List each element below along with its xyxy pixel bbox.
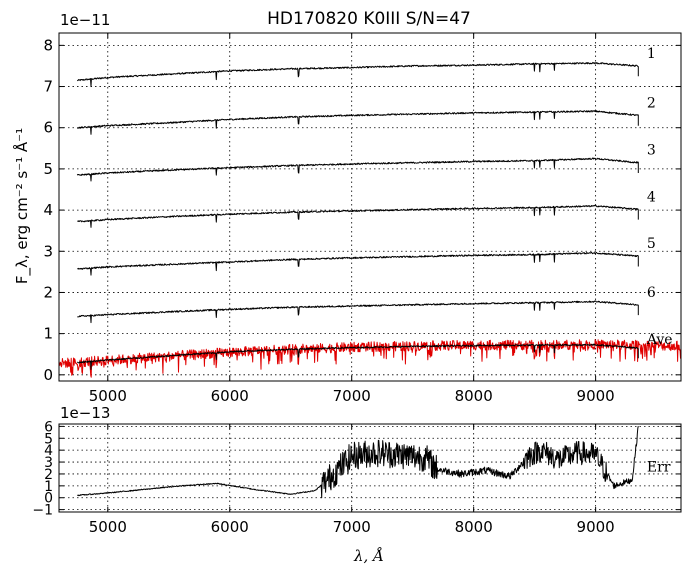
bottom-plot-frame (58, 423, 682, 513)
series-label-5: 5 (647, 236, 656, 252)
y-tick-label: 0 (43, 366, 53, 384)
top-series-labels: 1 2 3 4 5 6 Ave (646, 46, 673, 348)
top-grid (59, 33, 681, 381)
y-tick-label: 4 (43, 201, 53, 219)
series-line-err (77, 425, 639, 499)
x-tick-label: 5000 (89, 518, 127, 536)
y-tick-label: 8 (43, 36, 53, 54)
y-tick-label: 1 (43, 325, 53, 343)
x-tick-label: 9000 (577, 387, 615, 405)
series-line-5 (77, 251, 639, 276)
series-line-4 (77, 204, 639, 228)
x-tick-label: 5000 (89, 387, 127, 405)
top-series (58, 61, 682, 378)
y-tick-label: 5 (44, 431, 53, 447)
series-label-3: 3 (647, 143, 656, 159)
series-label-2: 2 (647, 95, 656, 111)
x-tick-label: 9000 (577, 518, 615, 536)
chart-title: HD170820 K0III S/N=47 (267, 9, 471, 29)
x-tick-label: 8000 (455, 518, 493, 536)
y-tick-label: 3 (44, 455, 53, 471)
series-label-6: 6 (647, 285, 656, 301)
x-tick-label: 7000 (333, 518, 371, 536)
y-tick-label: 2 (43, 283, 53, 301)
y-tick-label: −1 (32, 503, 53, 519)
y-tick-label: 4 (44, 443, 53, 459)
y-tick-label: 1 (44, 479, 53, 495)
y-tick-label: 0 (44, 491, 53, 507)
series-line-ave-black (76, 343, 639, 370)
series-line-2 (77, 110, 639, 135)
series-line-ave (58, 339, 682, 378)
series-label-4: 4 (647, 189, 656, 205)
bottom-x-axis-label: λ, Å (353, 547, 384, 565)
y-tick-label: 5 (43, 160, 53, 178)
y-tick-label: 6 (44, 419, 53, 435)
series-label-err: Err (647, 460, 671, 476)
series-label-1: 1 (647, 46, 656, 62)
x-tick-label: 7000 (333, 387, 371, 405)
top-ticks: 5000 6000 7000 8000 9000 0 1 2 3 4 5 6 7 8 (43, 33, 681, 405)
bottom-offset-label: 1e−13 (60, 404, 110, 422)
y-tick-label: 6 (43, 119, 53, 137)
x-tick-label: 6000 (211, 387, 249, 405)
y-tick-label: 3 (43, 242, 53, 260)
top-plot-frame (58, 32, 682, 382)
top-offset-label: 1e−11 (60, 11, 110, 29)
series-label-ave: Ave (646, 332, 673, 348)
bottom-series (77, 425, 639, 499)
series-line-1 (76, 61, 639, 88)
y-tick-label: 2 (44, 467, 53, 483)
x-tick-label: 6000 (211, 518, 249, 536)
x-tick-label: 8000 (455, 387, 493, 405)
top-y-axis-label: F_λ, erg cm⁻² s⁻¹ Å⁻¹ (12, 128, 32, 284)
y-tick-label: 7 (43, 78, 53, 96)
bottom-series-labels: Err (647, 460, 671, 476)
series-line-3 (76, 157, 639, 182)
series-line-6 (77, 300, 639, 324)
bottom-grid (59, 424, 681, 512)
